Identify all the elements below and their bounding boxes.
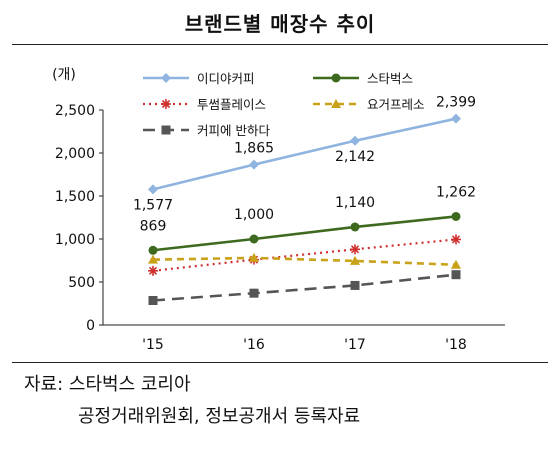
title-divider	[12, 44, 548, 45]
data-point-twosome	[148, 265, 158, 276]
source-line-2: 공정거래위원회, 정보공개서 등록자료	[78, 406, 361, 427]
x-tick-label: '15	[142, 337, 164, 353]
data-label-ediya: 2,142	[335, 149, 375, 165]
data-point-starbucks	[148, 245, 158, 255]
data-point-yogerpresso	[148, 254, 158, 264]
x-tick-label: '16	[243, 337, 265, 353]
source-divider	[12, 362, 548, 363]
data-label-starbucks: 1,262	[436, 184, 476, 200]
series-line-yogerpresso	[152, 256, 457, 267]
data-point-ediya	[451, 113, 461, 124]
legend-label-ediya: 이디야커피	[197, 71, 255, 86]
data-label-starbucks: 869	[140, 218, 167, 234]
source-line-1: 자료: 스타벅스 코리아	[24, 374, 191, 395]
data-point-starbucks	[451, 211, 461, 221]
data-point-starbucks	[249, 234, 259, 244]
data-label-starbucks: 1,000	[234, 207, 274, 223]
data-point-twosome	[350, 244, 360, 255]
legend-marker-coffeebanhada	[161, 125, 171, 135]
data-point-ediya	[148, 184, 158, 195]
legend-label-yogerpresso: 요거프레소	[367, 97, 425, 112]
data-label-ediya: 1,577	[133, 197, 173, 213]
data-point-coffeebanhada	[249, 288, 259, 298]
chart-title: 브랜드별 매장수 추이	[184, 12, 376, 36]
data-label-ediya: 1,865	[234, 141, 274, 157]
series-line-starbucks	[152, 215, 457, 252]
y-tick-label: 2,500	[55, 103, 95, 119]
series-line-coffeebanhada	[152, 273, 457, 302]
y-tick-label: 1,000	[55, 232, 95, 248]
y-tick-label: 0	[86, 318, 95, 334]
data-point-yogerpresso	[249, 252, 259, 262]
data-point-yogerpresso	[451, 259, 461, 269]
y-tick-label: 2,000	[55, 146, 95, 162]
data-point-coffeebanhada	[148, 295, 158, 305]
data-point-coffeebanhada	[451, 270, 461, 280]
legend-marker-yogerpresso	[331, 99, 341, 108]
data-label-ediya: 2,399	[436, 95, 476, 111]
series-line-ediya	[152, 117, 457, 191]
legend-label-coffeebanhada: 커피에 반하다	[197, 123, 270, 138]
data-point-starbucks	[350, 222, 360, 232]
data-point-yogerpresso	[350, 255, 360, 265]
line-chart: (개) 0 500 1,000 1,500 2,000 2,500 '15 '16 '17 '18 1…	[52, 67, 505, 353]
data-point-ediya	[249, 159, 259, 170]
legend-marker-ediya	[161, 73, 171, 83]
legend-label-twosome: 투썸플레이스	[197, 97, 266, 112]
y-tick-label: 500	[68, 275, 95, 291]
y-tick-label: 1,500	[55, 189, 95, 205]
data-point-coffeebanhada	[350, 280, 360, 290]
data-point-twosome	[451, 234, 461, 245]
legend-marker-starbucks	[331, 73, 341, 83]
data-point-ediya	[350, 135, 360, 146]
legend-label-starbucks: 스타벅스	[367, 71, 413, 86]
y-axis-unit: (개)	[52, 67, 76, 83]
x-tick-label: '17	[344, 337, 366, 353]
x-tick-label: '18	[445, 337, 467, 353]
data-label-starbucks: 1,140	[335, 195, 375, 211]
series-line-twosome	[152, 238, 457, 272]
legend-marker-twosome	[161, 99, 171, 109]
